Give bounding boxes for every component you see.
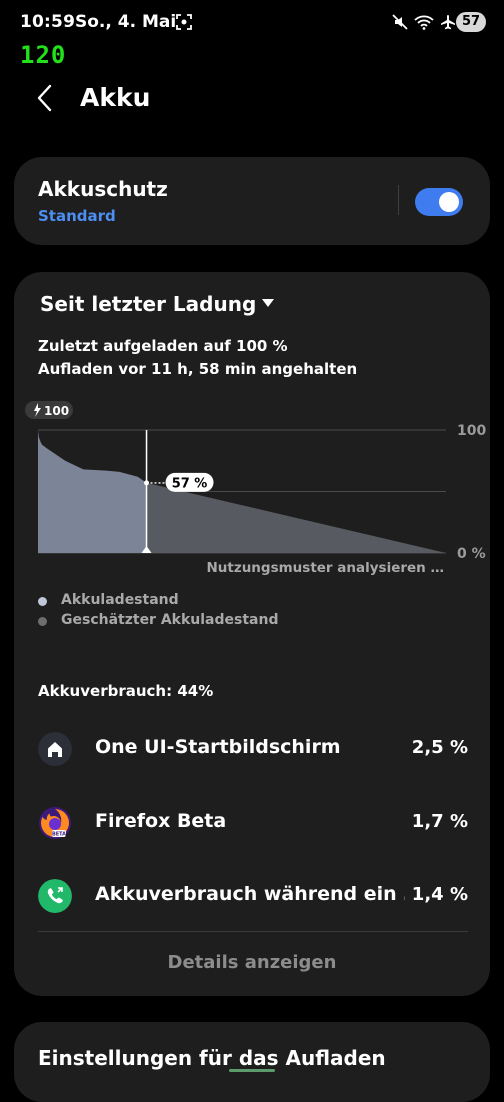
legend-item-level: Akkuladestand xyxy=(38,592,338,612)
mute-icon xyxy=(392,14,408,30)
charging-settings-card[interactable]: Einstellungen für das Aufladen xyxy=(14,1022,490,1102)
gesture-bar xyxy=(229,1069,275,1072)
fps-counter: 120 xyxy=(20,41,67,69)
status-icons xyxy=(392,13,456,31)
app-name: One UI-Startbildschirm xyxy=(95,736,341,758)
last-charged-info: Zuletzt aufgeladen auf 100 % xyxy=(38,337,288,355)
page-title: Akku xyxy=(80,83,151,112)
wifi-icon xyxy=(414,15,434,30)
app-usage-value: 1,7 % xyxy=(411,811,468,832)
estimated-level-area xyxy=(146,482,446,553)
caret-down-icon[interactable] xyxy=(261,298,275,308)
total-usage: Akkuverbrauch: 44% xyxy=(38,682,214,700)
legend-item-estimated: Geschätzter Akkuladestand xyxy=(38,612,338,632)
vertical-divider xyxy=(398,185,399,215)
firefox-beta-icon: BETA xyxy=(39,807,71,839)
app-name: Firefox Beta xyxy=(95,810,227,832)
app-usage-value: 2,5 % xyxy=(411,737,468,758)
current-value-label: 57 % xyxy=(172,476,208,491)
current-value-point xyxy=(144,480,150,486)
battery-level-area xyxy=(38,430,147,553)
app-name: Akkuverbrauch während ein … xyxy=(95,883,405,905)
charging-settings-title: Einstellungen für das Aufladen xyxy=(38,1046,386,1070)
period-dropdown-label[interactable]: Seit letzter Ladung xyxy=(40,292,257,316)
home-icon xyxy=(38,732,72,766)
svg-text:BETA: BETA xyxy=(52,832,66,838)
battery-protection-toggle[interactable] xyxy=(415,188,463,216)
app-row-call-usage[interactable]: Akkuverbrauch während ein … 1,4 % xyxy=(38,877,468,917)
legend-label: Akkuladestand xyxy=(61,592,179,608)
phone-call-icon xyxy=(38,879,72,913)
bolt-icon xyxy=(34,403,41,417)
status-bar: 10:59 So., 4. Mai 57 xyxy=(0,0,504,44)
battery-protection-card[interactable]: Akkuschutz Standard xyxy=(14,157,490,245)
legend-label: Geschätzter Akkuladestand xyxy=(61,612,279,628)
current-value-pill xyxy=(165,472,214,492)
airplane-icon xyxy=(441,15,455,30)
details-button[interactable]: Details anzeigen xyxy=(167,952,337,973)
divider xyxy=(38,931,468,932)
start-marker-label: 100 xyxy=(44,404,69,418)
app-row-one-ui-home[interactable]: One UI-Startbildschirm 2,5 % xyxy=(38,730,468,770)
battery-protection-title: Akkuschutz xyxy=(38,177,168,201)
battery-indicator: 57 xyxy=(456,12,486,32)
status-time: 10:59 xyxy=(20,12,76,32)
app-usage-value: 1,4 % xyxy=(411,884,468,905)
y-tick-label-0: 0 % xyxy=(457,546,486,562)
battery-protection-mode: Standard xyxy=(38,207,116,225)
screenshot-icon xyxy=(176,14,192,30)
legend-dot xyxy=(38,617,47,626)
status-date: So., 4. Mai xyxy=(75,12,177,32)
toggle-knob xyxy=(439,192,459,212)
app-row-firefox-beta[interactable]: BETA Firefox Beta 1,7 % xyxy=(38,804,468,844)
back-arrow-icon[interactable] xyxy=(32,82,62,114)
battery-level-chart: 57 % 100 100 0 % Nutzungsmuster analysieren … xyxy=(25,401,486,576)
current-time-marker xyxy=(141,546,152,553)
analysis-label: Nutzungsmuster analysieren … xyxy=(206,560,444,576)
charging-stopped-info: Aufladen vor 11 h, 58 min angehalten xyxy=(38,360,358,378)
legend-dot xyxy=(38,597,47,606)
y-tick-label-100: 100 xyxy=(457,423,486,439)
battery-usage-card: Seit letzter Ladung Zuletzt aufgeladen a… xyxy=(14,272,490,996)
